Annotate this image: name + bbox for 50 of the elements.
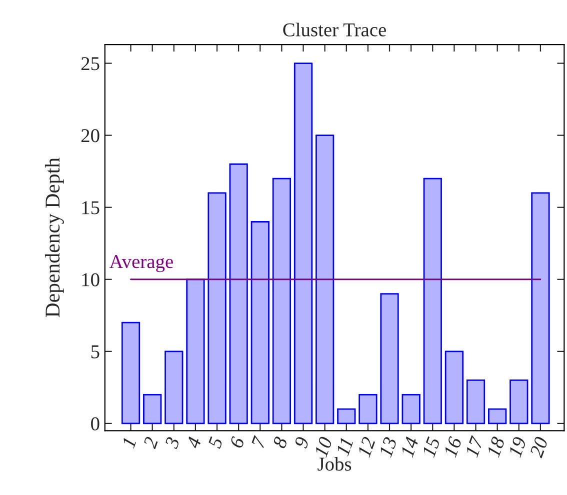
bar [272,178,292,424]
bar [208,192,226,424]
x-tick-label: 11 [336,438,354,456]
x-tick-label: 5 [208,436,224,450]
x-tick-label: 15 [422,436,440,458]
y-axis-title: Dependency Depth [44,158,64,318]
y-tick-label: 5 [91,345,100,358]
chart-title: Cluster Trace [283,22,386,36]
bar [380,293,399,424]
x-tick-label: 18 [486,436,506,458]
bar [294,62,313,424]
bar [316,134,334,424]
x-tick-label: 4 [186,436,202,450]
bar [164,350,184,424]
x-tick-label: 17 [465,435,484,458]
bar [358,394,378,424]
ref-line-label: Average [109,255,173,272]
x-tick-label: 7 [251,435,266,448]
bar [531,192,550,424]
x-tick-label: 10 [314,436,333,458]
y-tick-label: 20 [81,129,100,142]
bar [466,380,486,424]
bar [143,394,162,424]
bar [337,408,356,424]
x-tick-label: 13 [378,436,398,458]
x-tick-label: 16 [443,436,462,458]
bar [229,163,248,424]
x-axis-title: Jobs [318,457,352,471]
bar [444,350,464,424]
x-tick-label: 8 [272,436,288,449]
bar [488,408,507,424]
bar [510,380,528,424]
x-tick-label: 12 [357,436,376,458]
x-tick-label: 1 [122,438,136,449]
bar [423,178,442,424]
x-tick-label: 3 [164,436,180,450]
bar [186,278,205,424]
x-tick-label: 14 [400,436,419,458]
bar [121,322,140,424]
y-tick-label: 0 [91,417,100,430]
x-tick-label: 6 [229,436,245,449]
bar [250,221,270,424]
x-tick-label: 20 [529,436,548,458]
x-tick-label: 9 [294,436,310,449]
bar [402,394,420,424]
y-tick-label: 10 [82,273,100,286]
x-tick-label: 2 [142,436,158,450]
x-tick-label: 19 [508,436,527,458]
y-tick-label: 25 [81,57,100,70]
y-tick-label: 15 [82,201,100,214]
